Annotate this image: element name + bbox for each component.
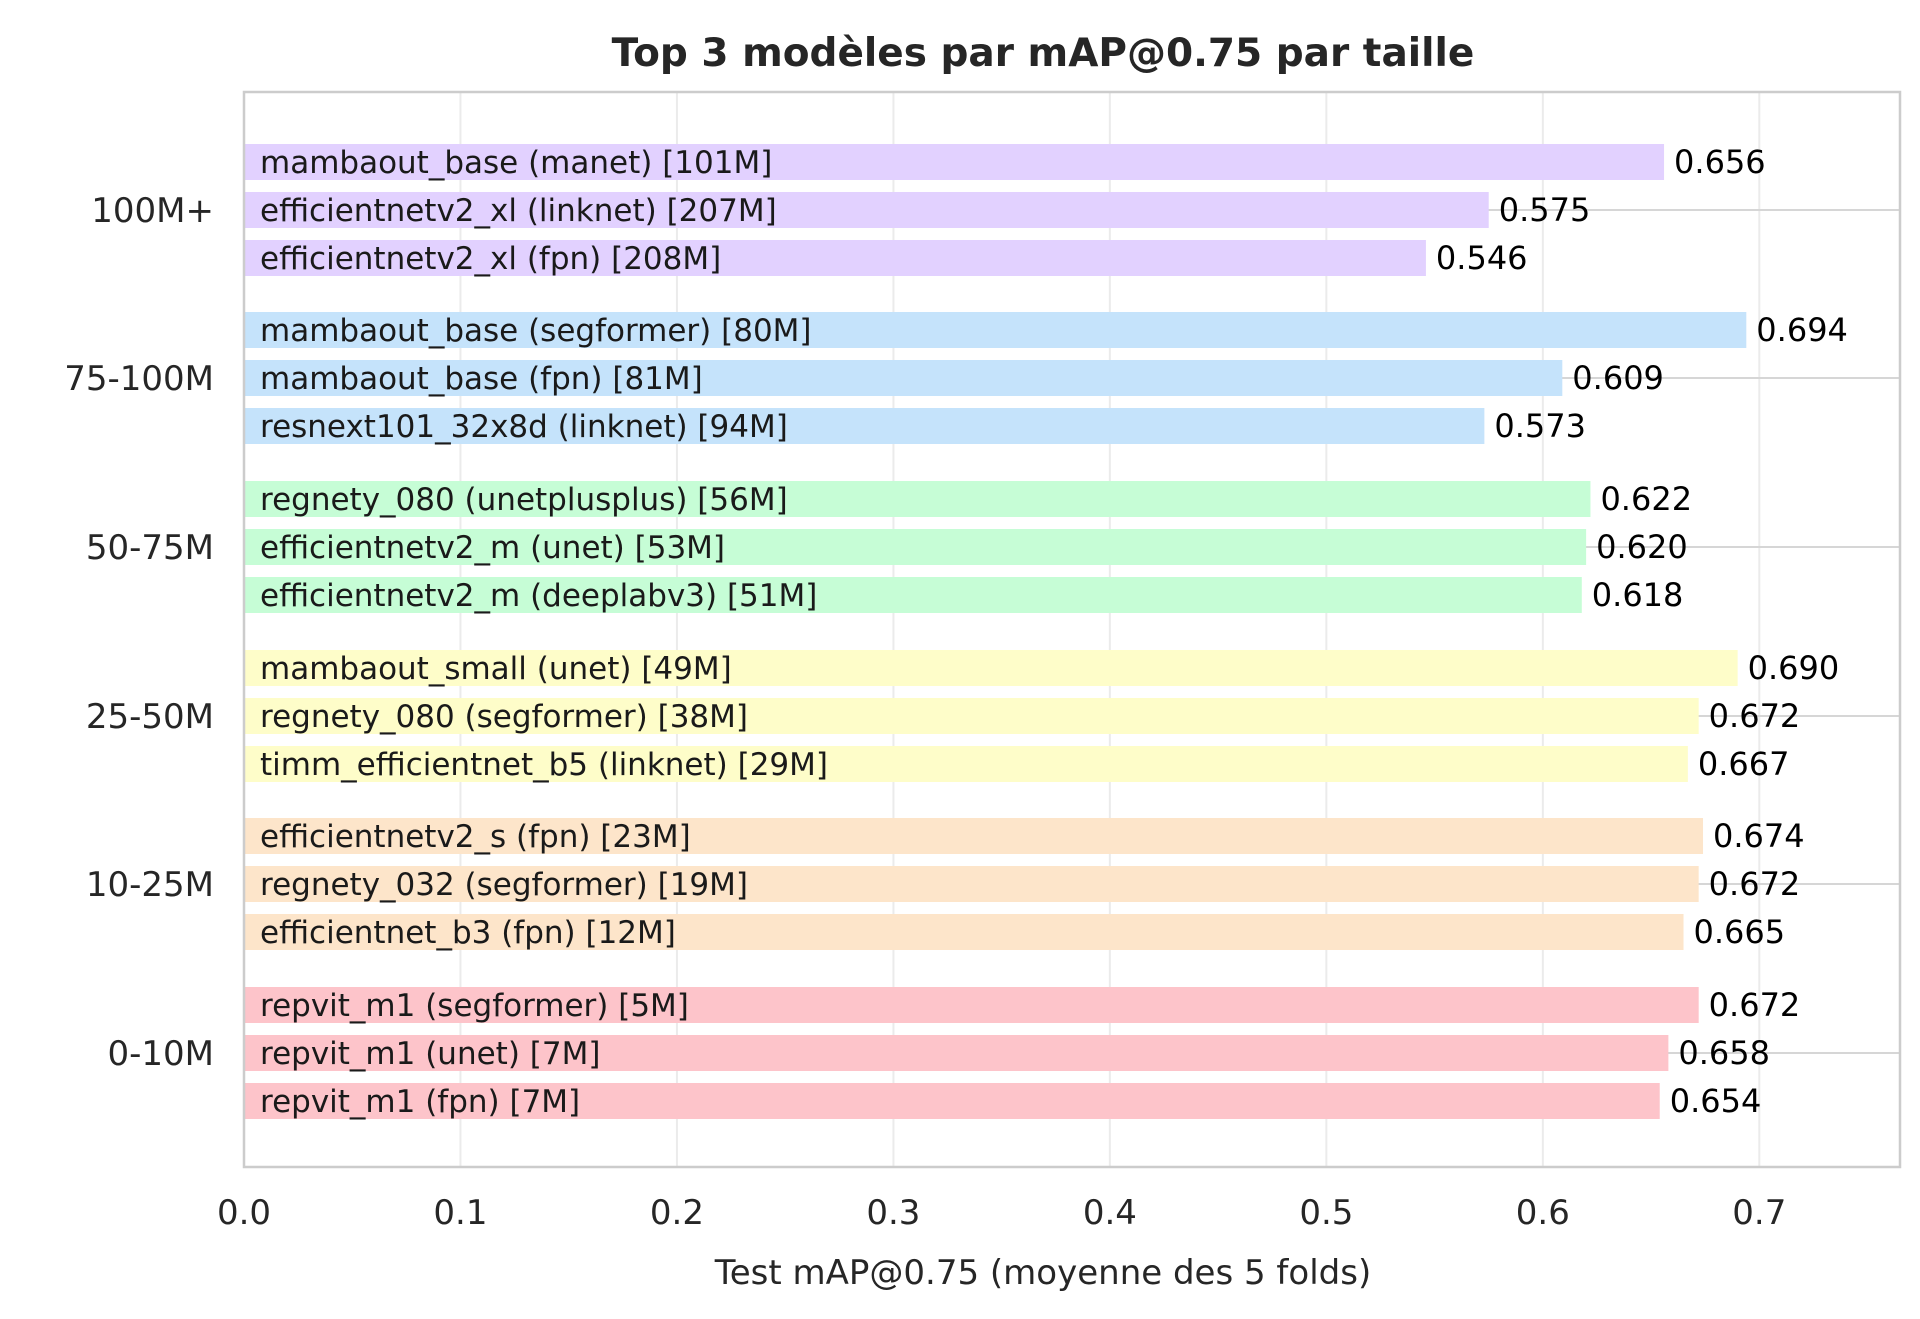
value-label: 0.672 xyxy=(1709,986,1801,1024)
value-label: 0.654 xyxy=(1670,1082,1762,1120)
x-tick-label: 0.4 xyxy=(1083,1193,1137,1233)
bar xyxy=(244,866,1699,902)
bar xyxy=(244,240,1426,276)
y-tick-label: 50-75M xyxy=(86,528,214,568)
bar-label: efficientnetv2_m (deeplabv3) [51M] xyxy=(260,578,817,614)
bar xyxy=(244,987,1699,1023)
bar-label: regnety_080 (segformer) [38M] xyxy=(260,699,748,735)
bar-label: efficientnetv2_s (fpn) [23M] xyxy=(260,819,691,855)
x-tick-label: 0.3 xyxy=(866,1193,920,1233)
bar xyxy=(244,577,1582,613)
bars-layer: mambaout_base (manet) [101M] 0.656 efficie… xyxy=(244,143,1848,1120)
bar-label: efficientnetv2_xl (fpn) [208M] xyxy=(260,241,721,277)
value-label: 0.690 xyxy=(1748,649,1840,687)
value-label: 0.546 xyxy=(1436,239,1528,277)
bar xyxy=(244,144,1665,180)
x-tick-label: 0.0 xyxy=(217,1193,271,1233)
bar xyxy=(244,698,1699,734)
bar-label: efficientnetv2_xl (linknet) [207M] xyxy=(260,193,777,229)
bar-label: regnety_080 (unetplusplus) [56M] xyxy=(260,482,788,518)
bar-label: mambaout_base (segformer) [80M] xyxy=(260,313,812,349)
value-label: 0.672 xyxy=(1709,697,1801,735)
value-label: 0.694 xyxy=(1756,311,1848,349)
bar xyxy=(244,481,1591,517)
x-tick-label: 0.1 xyxy=(433,1193,487,1233)
bar-label: repvit_m1 (segformer) [5M] xyxy=(260,988,689,1024)
value-label: 0.609 xyxy=(1572,359,1664,397)
x-tick-label: 0.5 xyxy=(1299,1193,1353,1233)
value-label: 0.573 xyxy=(1494,407,1586,445)
x-tick-label: 0.6 xyxy=(1516,1193,1570,1233)
x-axis-label: Test mAP@0.75 (moyenne des 5 folds) xyxy=(714,1253,1371,1293)
x-tick-label: 0.7 xyxy=(1732,1193,1786,1233)
bar xyxy=(244,650,1738,686)
bar xyxy=(244,1035,1669,1071)
chart-title: Top 3 modèles par mAP@0.75 par taille xyxy=(612,31,1475,76)
bar xyxy=(244,818,1704,854)
value-label: 0.620 xyxy=(1596,528,1688,566)
bar-label: mambaout_base (manet) [101M] xyxy=(260,145,772,181)
bar-label: efficientnet_b3 (fpn) [12M] xyxy=(260,915,676,951)
bar xyxy=(244,746,1688,782)
y-tick-label: 25-50M xyxy=(86,697,214,737)
value-label: 0.658 xyxy=(1678,1034,1770,1072)
value-label: 0.674 xyxy=(1713,817,1805,855)
value-label: 0.618 xyxy=(1592,576,1684,614)
value-label: 0.667 xyxy=(1698,745,1790,783)
bar-label: repvit_m1 (fpn) [7M] xyxy=(260,1084,580,1120)
ticks-layer: 0.0 0.1 0.2 0.3 0.4 0.5 0.6 0.7 100M+ 75-100M 50-7… xyxy=(64,191,1786,1233)
y-tick-label: 75-100M xyxy=(64,359,214,399)
bar xyxy=(244,360,1563,396)
plot-frame xyxy=(242,90,1902,1169)
bar-label: timm_efficientnet_b5 (linknet) [29M] xyxy=(260,747,828,783)
bar xyxy=(244,312,1747,348)
y-tick-label: 0-10M xyxy=(108,1034,215,1074)
value-label: 0.575 xyxy=(1499,191,1591,229)
bar xyxy=(244,1083,1660,1119)
y-tick-label: 100M+ xyxy=(91,191,214,231)
bar-label: efficientnetv2_m (unet) [53M] xyxy=(260,530,725,566)
x-tick-label: 0.2 xyxy=(650,1193,704,1233)
bar-label: mambaout_base (fpn) [81M] xyxy=(260,361,703,397)
value-label: 0.672 xyxy=(1709,865,1801,903)
bar xyxy=(244,914,1684,950)
bar xyxy=(244,529,1587,565)
value-label: 0.665 xyxy=(1694,913,1786,951)
bar-label: regnety_032 (segformer) [19M] xyxy=(260,867,748,903)
bar-label: repvit_m1 (unet) [7M] xyxy=(260,1036,600,1072)
bar-label: mambaout_small (unet) [49M] xyxy=(260,651,732,687)
y-tick-label: 10-25M xyxy=(86,865,214,905)
bar xyxy=(244,408,1485,444)
value-label: 0.622 xyxy=(1600,480,1692,518)
bar xyxy=(244,192,1489,228)
value-label: 0.656 xyxy=(1674,143,1766,181)
bar-label: resnext101_32x8d (linknet) [94M] xyxy=(260,409,788,445)
